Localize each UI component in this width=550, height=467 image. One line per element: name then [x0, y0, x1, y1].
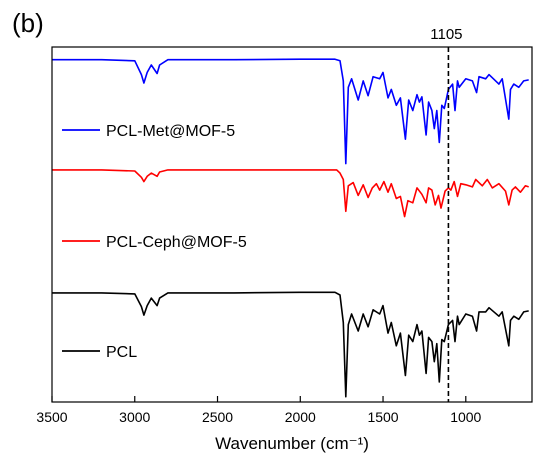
x-tick-label-3500: 3500 [36, 409, 67, 425]
series-line-pcl [52, 291, 529, 398]
legend-label-pcl-met-mof-5: PCL-Met@MOF-5 [106, 123, 235, 140]
plot-frame [51, 46, 533, 403]
panel-label: (b) [12, 8, 44, 38]
x-axis-title: Wavenumber (cm⁻¹) [215, 434, 369, 453]
legend-layer: PCL-Met@MOF-5 PCL-Ceph@MOF-5 PCL [62, 123, 247, 361]
x-tick-label-3000: 3000 [119, 409, 150, 425]
legend-label-pcl: PCL [106, 344, 137, 361]
x-axis-ticks: 3500 3000 2500 2000 1500 1000 [36, 396, 482, 425]
reference-line-label: 1105 [430, 26, 462, 43]
series-line-pcl-met-mof-5 [52, 58, 529, 165]
x-tick-label-2500: 2500 [202, 409, 233, 425]
x-tick-label-1000: 1000 [450, 409, 481, 425]
legend-label-pcl-ceph-mof-5: PCL-Ceph@MOF-5 [106, 234, 247, 251]
series-line-pcl-ceph-mof-5 [52, 169, 529, 218]
series-layer [52, 58, 529, 398]
x-tick-label-1500: 1500 [367, 409, 398, 425]
x-tick-label-2000: 2000 [285, 409, 316, 425]
